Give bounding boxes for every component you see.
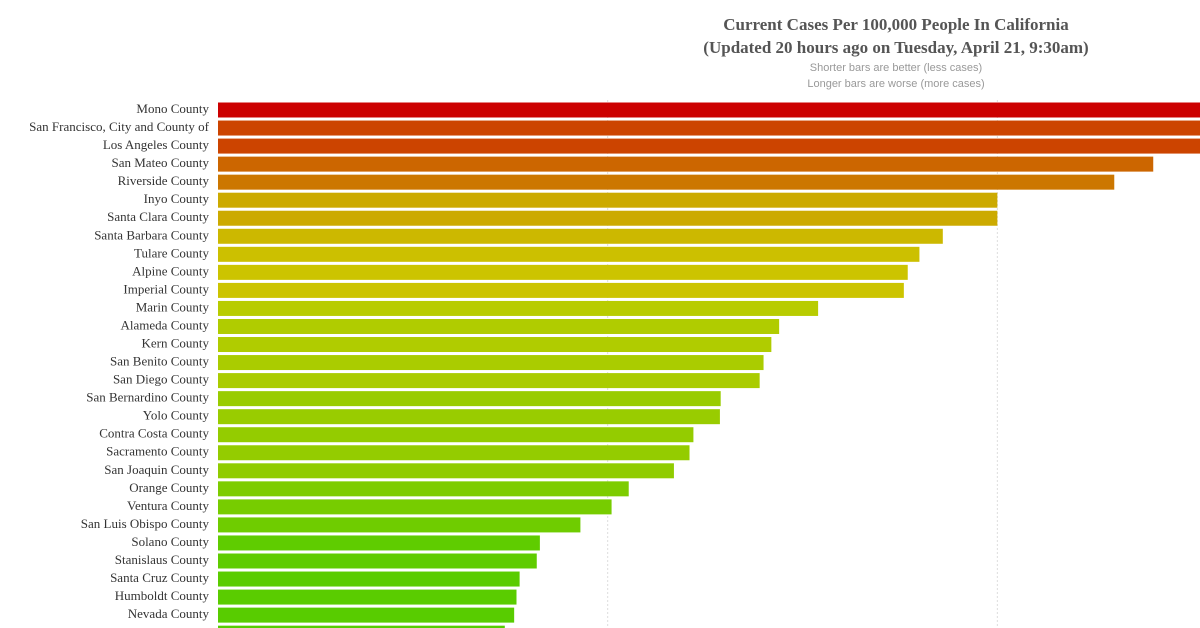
bar [218, 138, 1200, 154]
bar [218, 174, 1115, 190]
bar [218, 373, 760, 389]
bar [218, 355, 764, 371]
bar [218, 246, 920, 262]
y-tick-label: Inyo County [144, 191, 210, 206]
y-tick-label: Alameda County [121, 317, 210, 332]
bar [218, 264, 908, 280]
y-tick-label: Nevada County [128, 606, 210, 621]
y-tick-label: San Joaquin County [104, 462, 209, 477]
bar [218, 499, 612, 515]
bar [218, 228, 943, 244]
y-tick-label: Humboldt County [115, 588, 210, 603]
bar [218, 409, 720, 425]
y-tick-label: Mono County [136, 101, 209, 116]
bar [218, 282, 904, 298]
bar [218, 120, 1200, 136]
y-tick-label: San Benito County [110, 354, 209, 369]
y-tick-label: Yolo County [143, 408, 210, 423]
y-tick-label: Kern County [141, 336, 209, 351]
y-tick-label: Stanislaus County [115, 552, 210, 567]
y-tick-label: Santa Cruz County [110, 570, 209, 585]
bar [218, 427, 694, 443]
y-tick-label: San Luis Obispo County [81, 516, 210, 531]
bar [218, 318, 780, 334]
y-tick-label: Alpine County [132, 263, 209, 278]
bar [218, 589, 517, 605]
bar [218, 607, 515, 623]
y-tick-label: San Mateo County [112, 155, 210, 170]
bar [218, 463, 674, 479]
bar [218, 337, 772, 353]
y-tick-label: San Bernardino County [86, 390, 209, 405]
y-tick-label: Orange County [129, 480, 209, 495]
y-tick-label: San Francisco, City and County of [29, 119, 209, 134]
bar [218, 553, 537, 569]
y-tick-label: Marin County [136, 299, 210, 314]
y-tick-label: Riverside County [118, 173, 210, 188]
chart-title: Current Cases Per 100,000 People In Cali… [723, 15, 1069, 34]
bar [218, 625, 505, 628]
y-tick-label: Solano County [131, 534, 209, 549]
bar [218, 210, 998, 226]
y-tick-label: San Diego County [113, 372, 210, 387]
bar [218, 571, 520, 587]
y-tick-label: Los Angeles County [103, 137, 210, 152]
bar [218, 391, 721, 407]
chart-subtitle: Shorter bars are better (less cases) [810, 62, 982, 74]
bar [218, 481, 629, 497]
y-tick-label: Santa Barbara County [94, 227, 209, 242]
bar [218, 535, 540, 551]
y-tick-label: Tulare County [134, 245, 209, 260]
y-tick-label: Ventura County [127, 498, 209, 513]
y-tick-label: Imperial County [123, 281, 209, 296]
bar [218, 192, 998, 208]
bar [218, 102, 1200, 118]
bar [218, 300, 819, 316]
y-tick-label: Sacramento County [106, 444, 209, 459]
bar [218, 517, 581, 533]
y-tick-label: Contra Costa County [99, 426, 209, 441]
y-tick-label: Santa Clara County [107, 209, 209, 224]
bar [218, 445, 690, 461]
chart-subtitle: Longer bars are worse (more cases) [807, 78, 984, 90]
chart-title: (Updated 20 hours ago on Tuesday, April … [703, 38, 1088, 57]
bar [218, 156, 1154, 172]
